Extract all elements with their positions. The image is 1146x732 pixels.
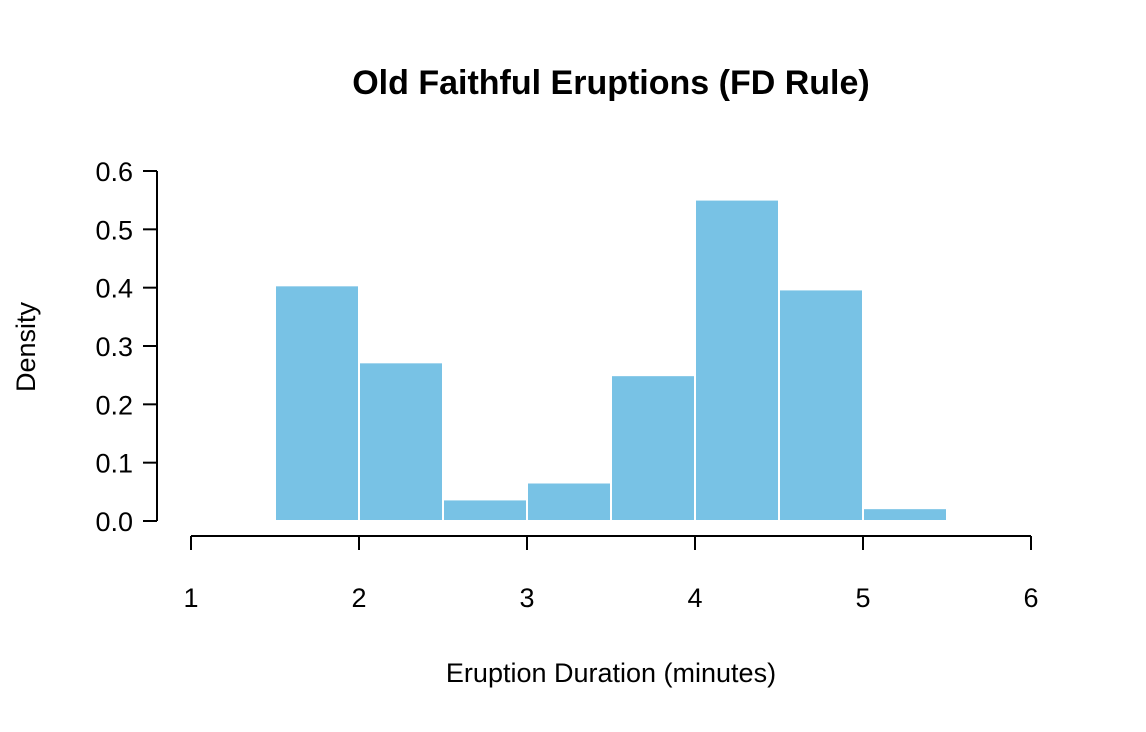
x-axis: 1 2 3 4 5 6: [183, 535, 1039, 613]
y-tick-label-0: 0.0: [95, 507, 133, 537]
histogram-bar-6: [694, 198, 780, 522]
histogram-bar-8: [862, 507, 948, 522]
y-tick-label-6: 0.6: [95, 157, 133, 187]
bars-group: [274, 198, 948, 523]
histogram-bar-4: [526, 481, 612, 522]
x-tick-label-2: 3: [519, 583, 534, 613]
x-axis-label: Eruption Duration (minutes): [446, 658, 776, 688]
histogram-bar-5: [610, 374, 696, 522]
y-tick-label-3: 0.3: [95, 332, 133, 362]
chart-title: Old Faithful Eruptions (FD Rule): [352, 64, 870, 102]
histogram-bar-7: [778, 288, 864, 522]
histogram-bar-3: [442, 498, 528, 522]
y-axis-label: Density: [11, 301, 41, 392]
x-tick-label-5: 6: [1023, 583, 1038, 613]
y-tick-label-5: 0.5: [95, 215, 133, 245]
histogram-bar-2: [358, 361, 444, 523]
y-tick-label-1: 0.1: [95, 449, 133, 479]
y-tick-label-4: 0.4: [95, 274, 133, 304]
y-tick-label-2: 0.2: [95, 390, 133, 420]
x-tick-label-4: 5: [855, 583, 870, 613]
y-axis: 0.0 0.1 0.2 0.3 0.4 0.5 0.6: [95, 157, 158, 537]
x-tick-label-3: 4: [687, 583, 702, 613]
x-tick-label-0: 1: [183, 583, 198, 613]
histogram-bar-1: [274, 284, 360, 523]
x-tick-label-1: 2: [351, 583, 366, 613]
